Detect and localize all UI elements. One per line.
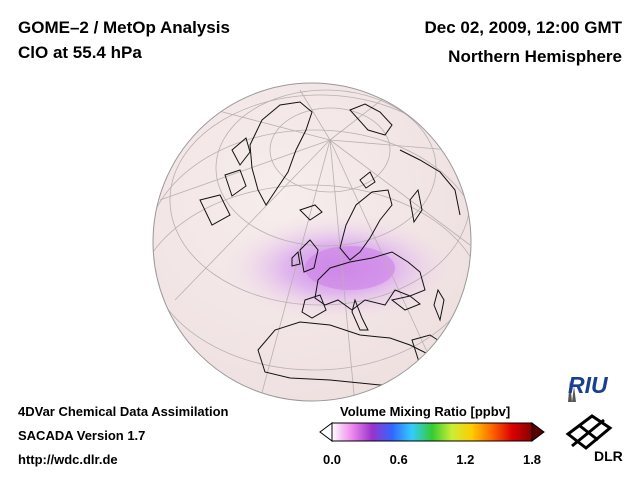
- version-label: SACADA Version 1.7: [18, 428, 146, 443]
- riu-logo-text: RIU: [568, 372, 608, 398]
- colorbar: [319, 422, 545, 442]
- riu-logo-icon: [568, 380, 576, 402]
- colorbar-right-triangle: [531, 422, 545, 442]
- graticule: [153, 89, 471, 401]
- method-label: 4DVar Chemical Data Assimilation: [18, 404, 229, 419]
- dlr-logo-text: DLR: [594, 448, 623, 464]
- region-label: Northern Hemisphere: [448, 47, 622, 66]
- datetime-label: Dec 02, 2009, 12:00 GMT: [424, 18, 622, 37]
- colorbar-tick-label: 0.6: [389, 452, 408, 467]
- title: GOME–2 / MetOp Analysis: [18, 18, 230, 37]
- colorbar-left-triangle: [319, 422, 333, 442]
- colorbar-title: Volume Mixing Ratio [ppbv]: [340, 404, 511, 419]
- clo-core: [305, 246, 395, 290]
- colorbar-tick-label: 1.2: [456, 452, 475, 467]
- colorbar-tick-label: 0.0: [322, 452, 342, 467]
- dlr-logo-icon: [565, 414, 613, 450]
- species-label: ClO at 55.4 hPa: [18, 43, 142, 62]
- url-label[interactable]: http://wdc.dlr.de: [18, 452, 118, 467]
- colorbar-scale: [331, 422, 533, 442]
- colorbar-tick-label: 1.8: [522, 452, 542, 467]
- globe-outline: [152, 82, 472, 402]
